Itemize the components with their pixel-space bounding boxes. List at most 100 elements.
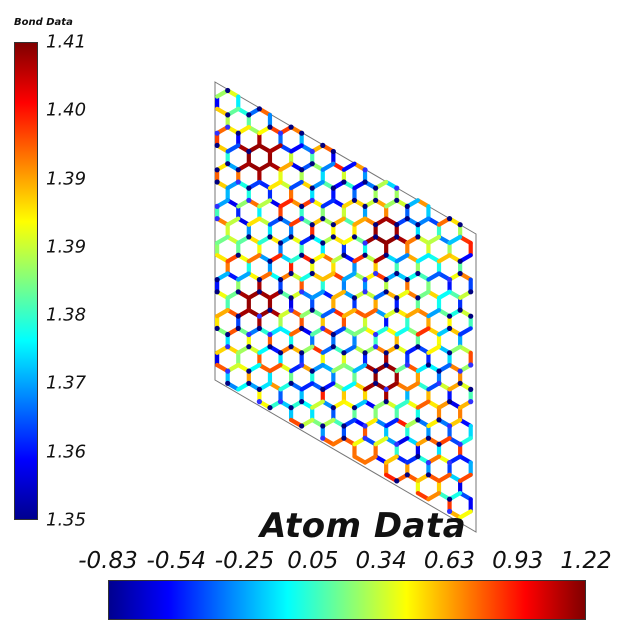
atom xyxy=(299,252,305,258)
atom xyxy=(309,185,315,191)
atom xyxy=(394,270,400,277)
atom xyxy=(394,478,400,484)
atom xyxy=(415,222,421,228)
bond xyxy=(310,399,325,410)
atom xyxy=(404,277,410,283)
atom-tick: 0.34 xyxy=(355,548,407,574)
atom xyxy=(446,496,453,502)
bond xyxy=(458,472,473,483)
atom xyxy=(256,106,262,112)
atom xyxy=(415,295,421,301)
atom xyxy=(425,362,432,368)
atom xyxy=(214,142,220,148)
atom xyxy=(267,234,273,240)
atom xyxy=(267,307,273,313)
atom xyxy=(394,234,400,240)
atom xyxy=(383,362,389,368)
atom-set xyxy=(214,87,474,514)
atom xyxy=(394,441,400,447)
atom xyxy=(446,325,453,331)
atom xyxy=(299,399,305,405)
bond xyxy=(299,381,315,392)
atom-legend-title: Atom Data xyxy=(260,506,467,546)
atom xyxy=(320,240,326,246)
atom xyxy=(341,435,347,441)
bond xyxy=(246,216,262,227)
atom-legend-ticks: -0.83 -0.54 -0.25 0.05 0.34 0.63 0.93 1.… xyxy=(78,548,618,576)
atom xyxy=(446,399,453,405)
atom xyxy=(468,313,474,319)
atom xyxy=(214,216,220,222)
atom xyxy=(446,216,453,222)
bond xyxy=(458,326,473,337)
atom xyxy=(404,216,410,222)
atom xyxy=(362,289,368,295)
bond xyxy=(352,216,368,227)
atom xyxy=(277,130,284,136)
bond xyxy=(384,417,399,429)
atom-tick: 0.93 xyxy=(492,548,544,574)
atom xyxy=(436,417,442,423)
atom xyxy=(246,234,252,240)
atom xyxy=(415,344,421,350)
atom xyxy=(288,124,294,130)
atom xyxy=(362,350,368,356)
atom xyxy=(225,331,231,338)
atom xyxy=(225,161,231,167)
bond xyxy=(394,253,410,264)
bond xyxy=(426,308,442,319)
bond xyxy=(225,143,241,154)
bond xyxy=(458,509,473,520)
bond xyxy=(288,143,304,154)
bond xyxy=(352,362,368,374)
bond xyxy=(362,308,378,319)
atom xyxy=(309,222,315,228)
atom xyxy=(383,252,389,258)
atom xyxy=(299,130,305,136)
atom xyxy=(330,234,336,240)
atom xyxy=(383,350,389,356)
atom xyxy=(351,405,358,411)
atom xyxy=(468,362,474,368)
atom xyxy=(277,399,284,405)
atom xyxy=(288,234,294,240)
bond xyxy=(341,308,357,319)
atom xyxy=(362,203,368,209)
atom xyxy=(309,161,315,167)
atom xyxy=(299,216,305,222)
bond xyxy=(236,271,251,282)
bond xyxy=(225,216,241,227)
atom xyxy=(299,203,305,209)
atom xyxy=(373,185,379,191)
atom xyxy=(299,423,305,429)
atom xyxy=(457,307,463,313)
atom xyxy=(214,325,220,331)
atom xyxy=(299,350,305,356)
atom-tick: -0.54 xyxy=(146,548,207,574)
bond xyxy=(320,271,336,282)
bond xyxy=(394,399,410,410)
atom-tick: 1.22 xyxy=(560,548,612,574)
atom xyxy=(299,362,305,368)
bond xyxy=(436,289,452,300)
atom xyxy=(214,277,220,283)
atom xyxy=(235,179,241,185)
atom xyxy=(320,325,326,331)
bond xyxy=(320,308,336,319)
bond xyxy=(373,436,389,447)
atom-tick: -0.25 xyxy=(214,548,275,574)
atom xyxy=(404,472,410,478)
atom xyxy=(468,289,474,295)
bond xyxy=(405,308,420,319)
atom xyxy=(457,368,463,374)
bond xyxy=(384,454,399,465)
atom xyxy=(383,277,389,283)
atom-tick: -0.83 xyxy=(78,548,138,574)
atom xyxy=(425,460,432,466)
atom xyxy=(362,240,368,246)
atom xyxy=(404,203,410,209)
atom xyxy=(235,313,241,319)
atom xyxy=(267,331,273,338)
bond xyxy=(341,161,357,172)
